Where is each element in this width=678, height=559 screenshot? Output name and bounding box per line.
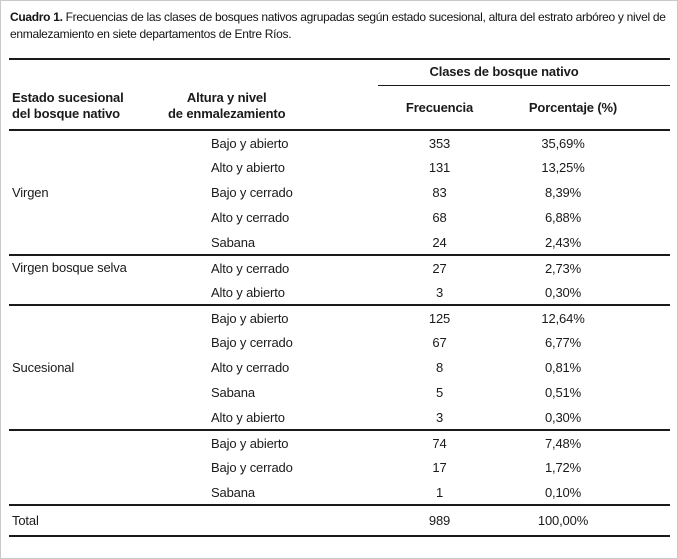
porcentaje-cell: 0,30% [501, 280, 671, 306]
caption-label: Cuadro 1. [10, 10, 63, 24]
altura-cell: Alto y cerrado [211, 260, 290, 276]
frecuencia-cell: 3 [378, 405, 501, 431]
table-row: Alto y abierto 3 0,30% [9, 280, 671, 306]
altura-cell: Alto y cerrado [211, 210, 290, 225]
porcentaje-cell: 1,72% [544, 460, 582, 475]
porcentaje-cell: 8,39% [544, 185, 582, 200]
table-row: Virgen Bajo y abierto 353 35,69% [9, 130, 670, 256]
header-porcentaje: Porcentaje (%) [501, 85, 671, 131]
frecuencia-cell: 131 [428, 160, 451, 175]
frecuencia-cell: 74 [432, 435, 447, 451]
frecuencia-cell: 83 [432, 185, 447, 200]
frecuencia-cell: 68 [432, 210, 447, 225]
table-row: Bajo y cerrado 83 8,39% [9, 180, 670, 205]
header-estado-line1: Estado sucesional [12, 90, 124, 105]
table-row: Alto y cerrado 68 6,88% [9, 205, 670, 230]
total-label-cell: Total [9, 504, 166, 536]
table-row: Bajo y cerrado 67 6,77% [9, 330, 670, 355]
altura-cell: Bajo y abierto [211, 310, 289, 326]
altura-cell: Bajo y abierto [211, 135, 289, 151]
altura-cell: Sabana [166, 230, 378, 256]
table-row: Sucesional Bajo y abierto 125 12,64% [9, 305, 670, 431]
table-caption: Cuadro 1. Frecuencias de las clases de bo… [10, 9, 670, 43]
porcentaje-cell: 2,73% [544, 260, 582, 276]
frecuencia-cell: 67 [432, 335, 447, 350]
estado-cell: Virgen bosque selva [9, 255, 166, 306]
header-altura: Altura y nivel de enmalezamiento [166, 59, 378, 131]
frecuencia-cell: 24 [378, 230, 501, 256]
header-frecuencia: Frecuencia [378, 85, 501, 131]
header-estado: Estado sucesional del bosque nativo [9, 59, 166, 131]
table-row: Alto y abierto 131 13,25% [9, 155, 670, 180]
caption-text: Frecuencias de las clases de bosques nat… [10, 10, 666, 41]
table-row: Virgen bosque selva Alto y cerrado 27 2,… [9, 255, 670, 306]
altura-cell: Alto y abierto [166, 280, 378, 306]
data-table: Estado sucesional del bosque nativo Altu… [9, 58, 671, 537]
porcentaje-cell: 13,25% [541, 160, 585, 175]
porcentaje-cell: 0,10% [501, 480, 671, 506]
header-altura-line1: Altura y nivel [186, 90, 267, 105]
table-row: Sabana 24 2,43% [9, 230, 671, 256]
frecuencia-cell: 27 [432, 260, 447, 276]
total-row: Total 989 100,00% [9, 504, 671, 536]
altura-cell: Sabana [166, 480, 378, 506]
altura-cell: Bajo y cerrado [211, 460, 293, 475]
table-row: Alto y cerrado 8 0,81% [9, 355, 670, 380]
porcentaje-cell: 12,64% [541, 310, 585, 326]
table-row: Sabana 1 0,10% [9, 480, 671, 506]
porcentaje-cell: 0,81% [544, 360, 582, 375]
frecuencia-cell: 353 [428, 135, 451, 151]
porcentaje-cell: 6,77% [544, 335, 582, 350]
porcentaje-cell: 35,69% [541, 135, 585, 151]
porcentaje-cell: 0,30% [501, 405, 671, 431]
estado-cell [9, 430, 166, 506]
estado-cell: Sucesional [9, 305, 166, 431]
header-estado-line2: del bosque nativo [12, 105, 120, 121]
header-row-group: Estado sucesional del bosque nativo Altu… [9, 59, 671, 131]
header-row-measures: Frecuencia Porcentaje (%) [9, 85, 671, 131]
table-row: Bajo y abierto 74 7,48% [9, 430, 670, 506]
estado-cell: Virgen [9, 130, 166, 256]
altura-cell: Alto y abierto [166, 405, 378, 431]
table-row: Sabana 5 0,51% [9, 380, 670, 405]
table-row: Bajo y cerrado 17 1,72% [9, 455, 670, 480]
frecuencia-cell: 5 [435, 385, 444, 400]
altura-cell: Bajo y cerrado [211, 335, 293, 350]
altura-cell: Bajo y abierto [211, 435, 289, 451]
frecuencia-cell: 125 [428, 310, 451, 326]
header-altura-line2: de enmalezamiento [168, 105, 286, 121]
total-altura-cell [166, 504, 378, 536]
table-row: Alto y abierto 3 0,30% [9, 405, 671, 431]
frecuencia-cell: 17 [432, 460, 447, 475]
altura-cell: Alto y abierto [211, 160, 285, 175]
porcentaje-cell: 7,48% [544, 435, 582, 451]
porcentaje-cell: 0,51% [544, 385, 582, 400]
porcentaje-cell: 2,43% [501, 230, 671, 256]
porcentaje-cell: 6,88% [544, 210, 582, 225]
altura-cell: Alto y cerrado [211, 360, 290, 375]
total-porcentaje-cell: 100,00% [501, 504, 671, 536]
frecuencia-cell: 3 [378, 280, 501, 306]
altura-cell: Sabana [211, 385, 255, 400]
frecuencia-cell: 1 [378, 480, 501, 506]
total-frecuencia-cell: 989 [378, 504, 501, 536]
header-group-clases: Clases de bosque nativo [378, 59, 671, 86]
altura-cell: Bajo y cerrado [211, 185, 293, 200]
frecuencia-cell: 8 [435, 360, 444, 375]
